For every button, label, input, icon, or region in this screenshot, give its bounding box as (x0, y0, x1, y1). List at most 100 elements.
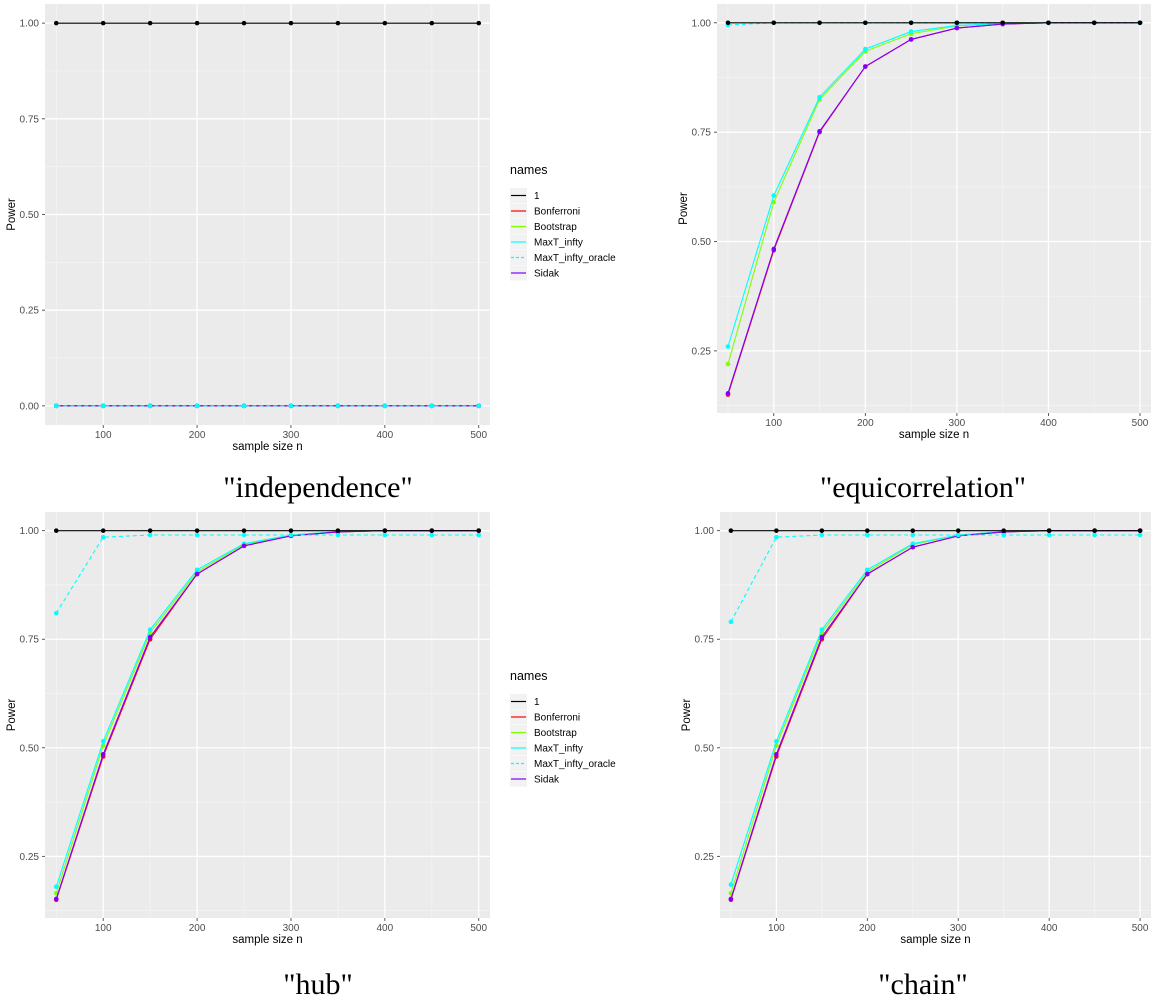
x-tick-label: 300 (283, 923, 300, 934)
legend-label: Bootstrap (534, 222, 577, 233)
data-point-1 (817, 20, 822, 26)
data-point-1 (728, 528, 734, 533)
data-point-sidak (100, 751, 106, 757)
data-point-sidak (725, 391, 731, 396)
legend-label: Sidak (534, 269, 560, 280)
y-axis-title: Power (6, 198, 18, 231)
data-point-maxt-infty-oracle (1046, 532, 1052, 538)
data-point-maxt-infty-oracle (382, 532, 388, 538)
data-point-maxt-infty-oracle (288, 403, 294, 409)
data-point-maxt-infty-oracle (774, 534, 779, 540)
x-tick-label: 400 (1040, 418, 1057, 429)
data-point-maxt-infty-oracle (819, 532, 825, 538)
data-point-maxt-infty (865, 567, 870, 573)
panel-caption: "chain" (878, 968, 967, 1001)
data-point-maxt-infty-oracle (955, 532, 961, 538)
chart-panel-1: 100 200 300 400 500 0.00 0.25 0.50 0.75 1.00 sampl… (6, 4, 616, 504)
x-axis-title: sample size n (232, 441, 302, 453)
data-point-1 (865, 528, 870, 533)
panel-caption: "equicorrelation" (820, 471, 1026, 504)
legend-label: MaxT_infty (534, 238, 583, 249)
chart-panel-4: 100 200 300 400 500 0.25 0.50 0.75 1.00 sample si… (681, 512, 1151, 1001)
data-point-maxt-infty (771, 193, 777, 198)
x-tick-label: 200 (189, 430, 206, 441)
plot-background (720, 512, 1151, 918)
data-point-1 (382, 528, 388, 533)
data-point-1 (194, 20, 200, 26)
x-tick-label: 200 (857, 418, 874, 429)
data-point-maxt-infty (100, 738, 106, 744)
y-tick-label: 0.50 (695, 743, 715, 754)
data-point-1 (194, 528, 200, 533)
data-point-maxt-infty (817, 94, 822, 100)
data-point-maxt-infty-oracle (100, 534, 106, 540)
data-point-1 (725, 20, 731, 26)
x-axis-title: sample size n (899, 429, 969, 441)
data-point-maxt-infty-oracle (194, 403, 200, 409)
x-tick-label: 100 (95, 923, 112, 934)
data-point-maxt-infty (728, 882, 734, 887)
data-point-maxt-infty-oracle (53, 403, 59, 409)
data-point-maxt-infty (774, 738, 779, 744)
data-point-1 (476, 528, 482, 533)
data-point-sidak (774, 751, 779, 757)
legend: names 1 Bonferroni Bootstrap MaxT_infty MaxT_… (510, 669, 616, 787)
x-axis-title: sample size n (900, 934, 970, 946)
data-point-1 (1000, 20, 1005, 26)
data-point-maxt-infty-oracle (335, 532, 341, 538)
y-tick-label: 1.00 (20, 526, 40, 537)
data-point-maxt-infty-oracle (865, 532, 870, 538)
x-axis-title: sample size n (232, 934, 302, 946)
data-point-1 (1092, 528, 1097, 533)
y-tick-label: 0.50 (20, 743, 40, 754)
data-point-maxt-infty-oracle (910, 532, 916, 538)
data-point-1 (53, 528, 59, 533)
data-point-sidak (147, 634, 153, 640)
plot-background (717, 4, 1151, 413)
y-tick-label: 0.75 (20, 635, 40, 646)
data-point-1 (1001, 528, 1006, 533)
data-point-sidak (194, 571, 200, 577)
data-point-maxt-infty-oracle (147, 403, 153, 409)
data-point-maxt-infty-oracle (194, 532, 200, 538)
data-point-sidak (728, 896, 734, 902)
data-point-maxt-infty (194, 567, 200, 573)
data-point-sidak (771, 246, 777, 252)
legend: names 1 Bonferroni Bootstrap MaxT_infty MaxT_… (510, 163, 616, 281)
data-point-1 (910, 528, 916, 533)
data-point-1 (335, 528, 341, 533)
data-point-bootstrap (725, 361, 731, 367)
x-tick-label: 300 (950, 923, 967, 934)
data-point-maxt-infty-oracle (728, 619, 734, 625)
data-point-maxt-infty (908, 29, 914, 34)
data-point-1 (954, 20, 960, 26)
data-point-sidak (910, 544, 916, 550)
chart-panel-2: 100 200 300 400 500 0.25 0.50 0.75 1.00 sample si… (678, 4, 1151, 504)
x-tick-label: 100 (95, 430, 112, 441)
y-tick-label: 0.25 (20, 306, 40, 317)
x-tick-label: 100 (765, 418, 782, 429)
data-point-maxt-infty-oracle (476, 403, 482, 409)
y-tick-label: 0.00 (20, 401, 40, 412)
data-point-1 (1046, 20, 1051, 26)
data-point-sidak (954, 25, 960, 31)
x-tick-label: 500 (470, 923, 487, 934)
x-tick-label: 500 (470, 430, 487, 441)
x-tick-label: 300 (283, 430, 300, 441)
legend-label: 1 (534, 191, 540, 202)
data-point-maxt-infty-oracle (429, 532, 435, 538)
data-point-1 (819, 528, 825, 533)
legend-label: Bonferroni (534, 713, 580, 724)
plot-background (45, 512, 490, 918)
y-axis-title: Power (6, 699, 18, 732)
data-point-1 (288, 20, 294, 26)
chart-panel-3: 100 200 300 400 500 0.25 0.50 0.75 1.00 sample si… (6, 512, 616, 1001)
legend-label: MaxT_infty (534, 744, 583, 755)
y-tick-label: 1.00 (20, 19, 40, 30)
panel-caption: "independence" (223, 471, 412, 504)
legend-title: names (510, 163, 548, 177)
data-point-1 (100, 528, 106, 533)
data-point-1 (53, 20, 59, 26)
data-point-1 (1137, 528, 1143, 533)
